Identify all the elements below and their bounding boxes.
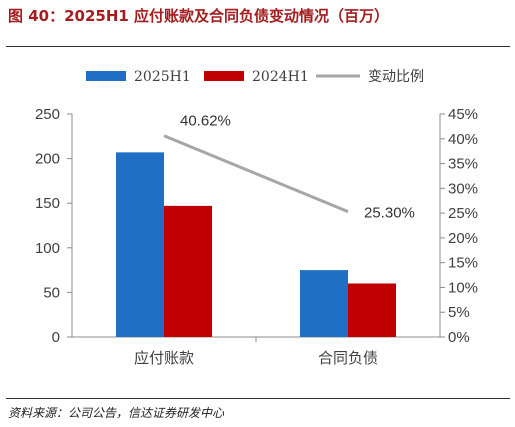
y2-tick-label: 10%	[448, 279, 478, 296]
y-tick-label: 100	[35, 240, 60, 257]
source-divider	[6, 398, 510, 399]
y-tick-label: 250	[35, 106, 60, 123]
x-category-label: 合同负债	[318, 349, 378, 367]
legend-label: 变动比例	[368, 69, 424, 85]
chart-legend: 2025H1 2024H1 变动比例	[86, 69, 424, 85]
y2-tick-label: 15%	[448, 255, 478, 272]
x-category-label: 应付账款	[134, 349, 194, 367]
y-tick-label: 200	[35, 151, 60, 168]
bar-2024h1	[164, 205, 212, 337]
figure-title: 图 40：2025H1 应付账款及合同负债变动情况（百万）	[8, 7, 390, 25]
chart-axes: 0 50 100 150 200 250 0% 5% 10% 15% 20% 25% 30% 35% 40%…	[35, 106, 478, 367]
change-ratio-polyline	[163, 134, 349, 214]
legend-label: 2025H1	[134, 69, 191, 85]
chart-bars	[116, 152, 396, 337]
legend-label: 2024H1	[252, 69, 309, 85]
y-tick-label: 0	[52, 329, 60, 346]
legend-swatch	[86, 71, 126, 81]
y2-tick-label: 25%	[448, 205, 478, 222]
change-ratio-label: 25.30%	[364, 205, 415, 222]
legend-swatch	[204, 71, 244, 81]
y2-tick-label: 20%	[448, 230, 478, 247]
bar-2025h1	[300, 270, 348, 337]
y-tick-label: 150	[35, 195, 60, 212]
y-tick-label: 50	[43, 284, 60, 301]
y2-tick-label: 5%	[448, 304, 470, 321]
y2-tick-label: 40%	[448, 131, 478, 148]
y2-tick-label: 35%	[448, 156, 478, 173]
y2-tick-label: 45%	[448, 106, 478, 123]
title-divider	[6, 46, 510, 47]
change-ratio-label: 40.62%	[180, 113, 231, 130]
bar-2025h1	[116, 152, 164, 337]
y2-tick-label: 30%	[448, 180, 478, 197]
bar-line-chart: 2025H1 2024H1 变动比例 0 50 100 150 200 250 0% 5% 10% 1…	[35, 69, 478, 367]
source-note: 资料来源：公司公告，信达证券研发中心	[8, 406, 225, 420]
y2-tick-label: 0%	[448, 329, 470, 346]
change-ratio-line: 40.62% 25.30%	[163, 113, 415, 222]
bar-2024h1	[348, 283, 396, 337]
